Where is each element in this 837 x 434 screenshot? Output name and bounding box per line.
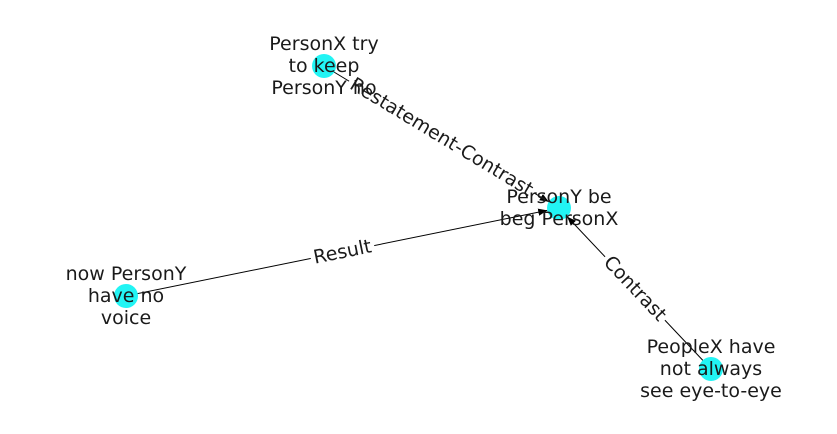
node-label-line: have no <box>88 285 164 307</box>
node-labels-layer: PersonX try to keep PersonY ho PersonY be be… <box>66 33 782 402</box>
nodes-layer <box>114 54 723 381</box>
node-label-line: to keep <box>289 55 360 77</box>
node-label-line: see eye-to-eye <box>640 380 782 402</box>
node-n2 <box>547 196 571 220</box>
node-label-n1: PersonX try to keep PersonY ho <box>269 33 378 99</box>
node-label-line: now PersonY <box>66 263 187 285</box>
node-label-line: PersonY be <box>506 186 611 208</box>
node-label-line: beg PersonX <box>500 208 619 230</box>
node-n1 <box>312 54 336 78</box>
edge-label-background <box>596 248 674 329</box>
node-label-n2: PersonY be beg PersonX <box>500 186 619 230</box>
edge-label-background <box>342 70 541 204</box>
node-label-n3: now PersonY have no voice <box>66 263 187 329</box>
node-label-line: PeopleX have <box>647 336 776 358</box>
node-label-line: voice <box>101 307 151 329</box>
node-label-n4: PeopleX have not always see eye-to-eye <box>640 336 782 402</box>
node-label-line: PersonY ho <box>271 77 376 99</box>
node-n3 <box>114 284 138 308</box>
edge-label-n3-n2: Result <box>308 233 377 271</box>
edge-label-text: Contrast <box>599 251 671 325</box>
node-label-line: PersonX try <box>269 33 378 55</box>
node-label-line: not always <box>660 358 762 380</box>
edge-label-n4-n2: Contrast <box>596 248 674 329</box>
edge-label-background <box>308 233 377 271</box>
node-n4 <box>699 357 723 381</box>
